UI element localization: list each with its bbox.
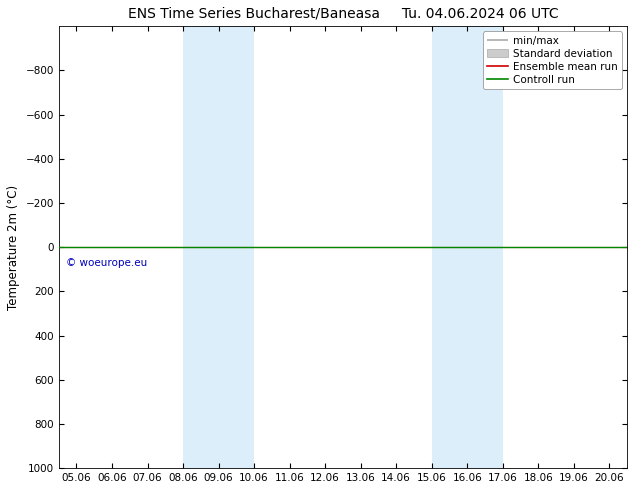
- Title: ENS Time Series Bucharest/Baneasa     Tu. 04.06.2024 06 UTC: ENS Time Series Bucharest/Baneasa Tu. 04…: [127, 7, 558, 21]
- Text: © woeurope.eu: © woeurope.eu: [66, 258, 147, 269]
- Bar: [183, 26, 254, 468]
- Y-axis label: Temperature 2m (°C): Temperature 2m (°C): [7, 185, 20, 310]
- Bar: [432, 26, 503, 468]
- Legend: min/max, Standard deviation, Ensemble mean run, Controll run: min/max, Standard deviation, Ensemble me…: [482, 31, 622, 89]
